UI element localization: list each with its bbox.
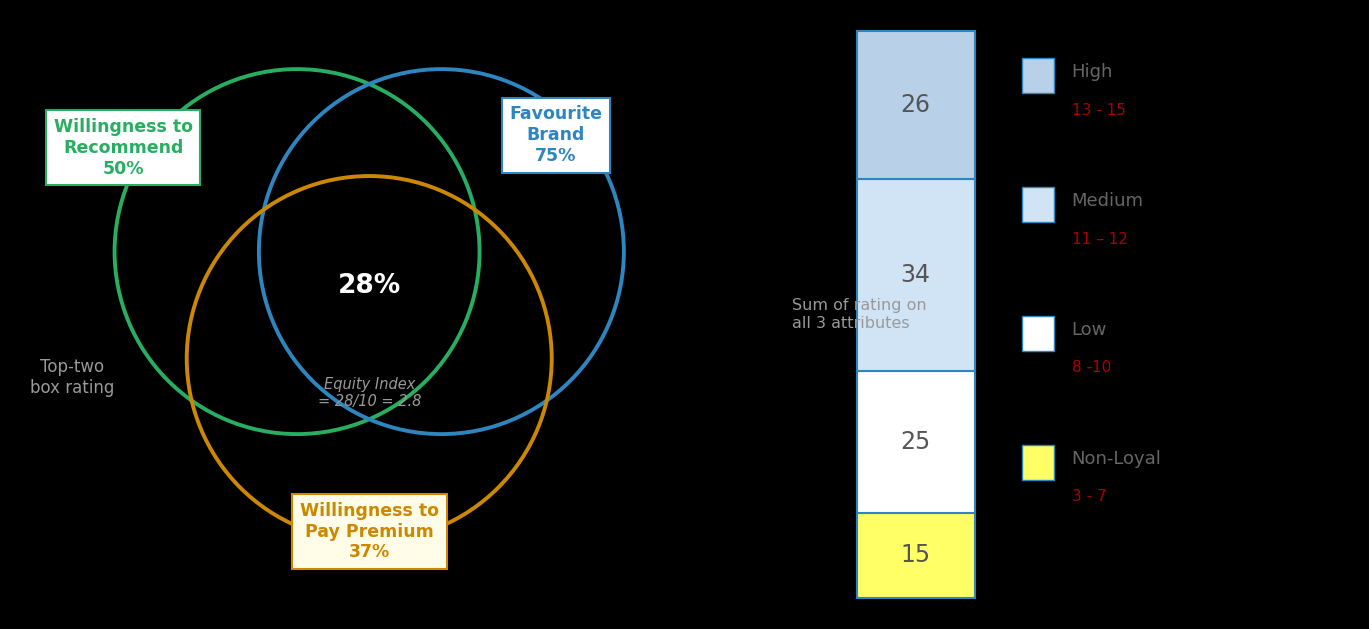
Text: 3 - 7: 3 - 7 — [1072, 489, 1106, 504]
Bar — [857, 513, 975, 598]
Bar — [1021, 58, 1054, 92]
Text: Low: Low — [1072, 321, 1108, 339]
Bar — [1021, 316, 1054, 351]
Text: 25: 25 — [901, 430, 931, 454]
Bar — [857, 31, 975, 179]
Text: 15: 15 — [901, 543, 931, 567]
Bar — [1021, 187, 1054, 221]
Text: 8 -10: 8 -10 — [1072, 360, 1112, 376]
Text: 26: 26 — [901, 93, 931, 117]
Bar — [857, 371, 975, 513]
Text: Willingness to
Recommend
50%: Willingness to Recommend 50% — [53, 118, 193, 177]
Bar — [1021, 445, 1054, 479]
Text: Willingness to
Pay Premium
37%: Willingness to Pay Premium 37% — [300, 502, 438, 561]
Text: Equity Index
= 28/10 = 2.8: Equity Index = 28/10 = 2.8 — [318, 377, 420, 409]
Text: Medium: Medium — [1072, 192, 1143, 210]
Text: 11 – 12: 11 – 12 — [1072, 231, 1128, 247]
Text: 34: 34 — [901, 263, 931, 287]
Text: Sum of rating on
all 3 attributes: Sum of rating on all 3 attributes — [793, 298, 927, 331]
Bar — [857, 179, 975, 371]
Text: 13 - 15: 13 - 15 — [1072, 103, 1125, 118]
Text: Favourite
Brand
75%: Favourite Brand 75% — [509, 106, 602, 165]
Text: High: High — [1072, 64, 1113, 81]
Text: Non-Loyal: Non-Loyal — [1072, 450, 1162, 468]
Text: 28%: 28% — [338, 273, 401, 299]
Text: Top-two
box rating: Top-two box rating — [30, 358, 115, 397]
